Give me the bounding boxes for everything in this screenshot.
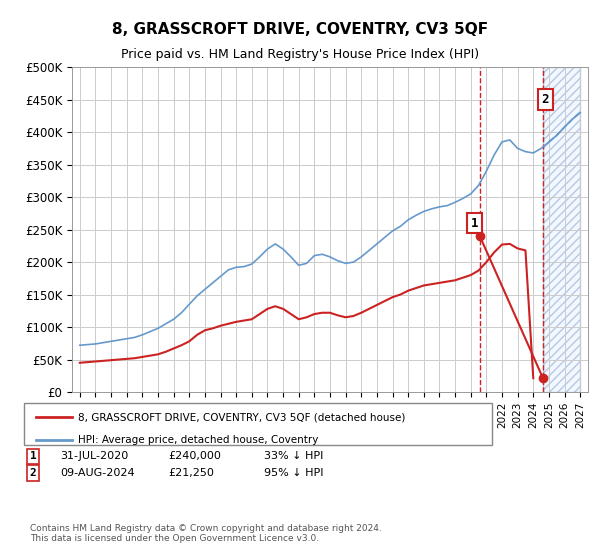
- Text: 2: 2: [29, 468, 37, 478]
- Text: 33% ↓ HPI: 33% ↓ HPI: [264, 451, 323, 461]
- Text: 2: 2: [542, 93, 549, 106]
- Text: £21,250: £21,250: [168, 468, 214, 478]
- Text: 1: 1: [470, 217, 478, 230]
- Text: HPI: Average price, detached house, Coventry: HPI: Average price, detached house, Cove…: [78, 435, 319, 445]
- Text: Contains HM Land Registry data © Crown copyright and database right 2024.
This d: Contains HM Land Registry data © Crown c…: [30, 524, 382, 543]
- Text: 31-JUL-2020: 31-JUL-2020: [60, 451, 128, 461]
- Text: 1: 1: [29, 451, 37, 461]
- Text: 8, GRASSCROFT DRIVE, COVENTRY, CV3 5QF: 8, GRASSCROFT DRIVE, COVENTRY, CV3 5QF: [112, 22, 488, 38]
- Text: 95% ↓ HPI: 95% ↓ HPI: [264, 468, 323, 478]
- Text: Price paid vs. HM Land Registry's House Price Index (HPI): Price paid vs. HM Land Registry's House …: [121, 48, 479, 60]
- Text: £240,000: £240,000: [168, 451, 221, 461]
- Text: 8, GRASSCROFT DRIVE, COVENTRY, CV3 5QF (detached house): 8, GRASSCROFT DRIVE, COVENTRY, CV3 5QF (…: [78, 412, 406, 422]
- Text: 09-AUG-2024: 09-AUG-2024: [60, 468, 134, 478]
